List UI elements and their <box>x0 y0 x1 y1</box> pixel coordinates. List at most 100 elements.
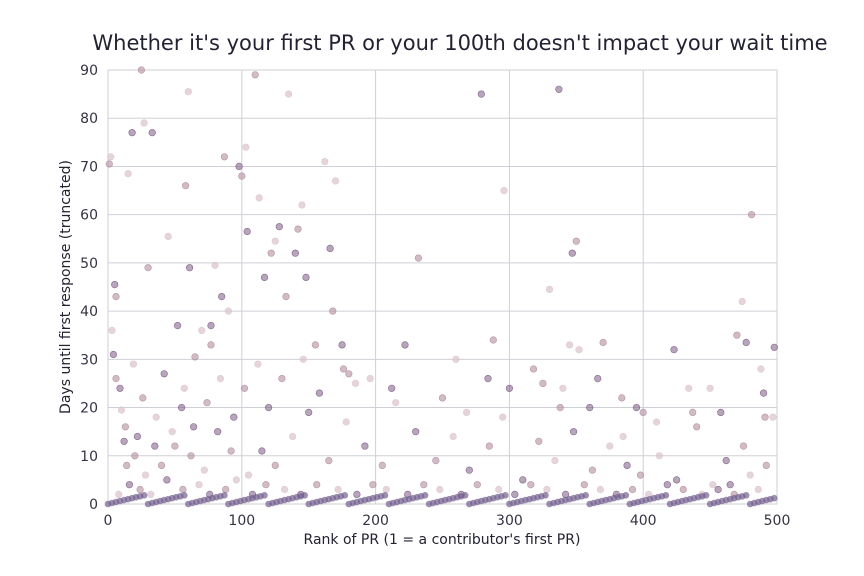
data-point <box>152 413 160 421</box>
data-point <box>265 404 273 412</box>
data-point <box>224 307 232 315</box>
data-point <box>569 428 578 436</box>
data-point <box>124 170 132 178</box>
data-point <box>184 88 192 96</box>
data-point <box>282 293 290 301</box>
data-point <box>339 365 348 373</box>
data-point <box>580 481 588 489</box>
data-point <box>551 457 559 465</box>
data-point <box>254 360 262 368</box>
data-point <box>243 227 251 236</box>
data-point <box>477 90 485 98</box>
data-point <box>555 85 563 93</box>
data-point <box>628 485 637 494</box>
data-point <box>361 442 369 450</box>
data-point <box>565 341 574 349</box>
data-point <box>164 232 172 240</box>
data-point <box>606 442 614 450</box>
data-point <box>112 375 120 383</box>
data-point <box>321 158 329 166</box>
data-point <box>761 413 769 421</box>
data-point <box>218 293 226 301</box>
data-point <box>414 254 423 262</box>
data-point <box>556 404 564 412</box>
data-point <box>311 341 320 349</box>
chart-title: Whether it's your first PR or your 100th… <box>92 31 827 55</box>
x-tick-label: 100 <box>228 513 255 529</box>
data-point <box>313 481 321 489</box>
data-point <box>285 90 293 98</box>
data-point <box>191 353 199 361</box>
data-point <box>261 492 268 499</box>
data-point <box>136 485 144 494</box>
data-point <box>535 437 543 445</box>
data-point <box>770 343 778 351</box>
data-point <box>502 492 509 499</box>
data-point <box>511 490 519 499</box>
data-point <box>315 389 324 397</box>
data-point <box>260 273 269 282</box>
data-point <box>679 485 687 494</box>
data-point <box>207 341 215 349</box>
data-point <box>739 442 748 450</box>
data-point <box>331 177 340 185</box>
y-tick-label: 40 <box>80 304 98 320</box>
data-point <box>120 437 128 445</box>
data-point <box>596 485 605 494</box>
y-tick-label: 80 <box>80 111 98 127</box>
data-point <box>326 244 334 252</box>
y-axis-ticks: 0 10 20 30 40 50 60 70 80 90 <box>80 63 98 513</box>
data-point <box>369 481 377 489</box>
data-point <box>221 492 228 499</box>
y-tick-label: 60 <box>80 208 98 224</box>
data-point <box>771 494 778 502</box>
data-point <box>353 490 361 499</box>
data-point <box>267 249 275 257</box>
data-point <box>305 408 313 417</box>
data-point <box>334 485 342 494</box>
y-tick-label: 50 <box>80 256 98 272</box>
data-point <box>198 326 206 335</box>
y-tick-label: 90 <box>80 63 98 79</box>
data-point <box>294 225 302 233</box>
data-point <box>242 143 250 151</box>
data-point <box>693 423 701 431</box>
data-point <box>329 307 337 315</box>
data-point <box>186 264 194 272</box>
data-point <box>179 485 187 494</box>
data-point <box>216 375 224 383</box>
data-point <box>230 413 238 421</box>
data-point <box>195 481 203 489</box>
data-point <box>112 293 120 301</box>
data-point <box>412 428 420 436</box>
data-point <box>278 375 286 383</box>
data-point <box>500 187 508 195</box>
data-point <box>111 281 119 289</box>
data-point <box>685 384 693 392</box>
data-point <box>131 452 139 460</box>
data-point <box>171 442 179 450</box>
data-point <box>742 492 750 499</box>
data-point <box>505 384 514 392</box>
data-point <box>388 384 396 392</box>
data-point <box>463 408 471 417</box>
data-point <box>180 384 188 392</box>
data-point <box>588 466 597 474</box>
data-point <box>255 194 263 202</box>
data-point <box>392 399 400 407</box>
data-point <box>133 432 141 441</box>
data-point <box>568 249 576 257</box>
data-point <box>139 394 147 402</box>
data-point <box>299 355 307 363</box>
data-point <box>499 413 507 421</box>
data-point <box>759 389 768 397</box>
data-point <box>733 331 741 339</box>
data-point <box>137 66 145 74</box>
data-point <box>542 492 549 499</box>
data-point <box>599 338 607 347</box>
data-point <box>436 485 444 494</box>
data-point <box>672 476 681 484</box>
data-point <box>623 461 631 470</box>
data-point <box>121 423 129 431</box>
